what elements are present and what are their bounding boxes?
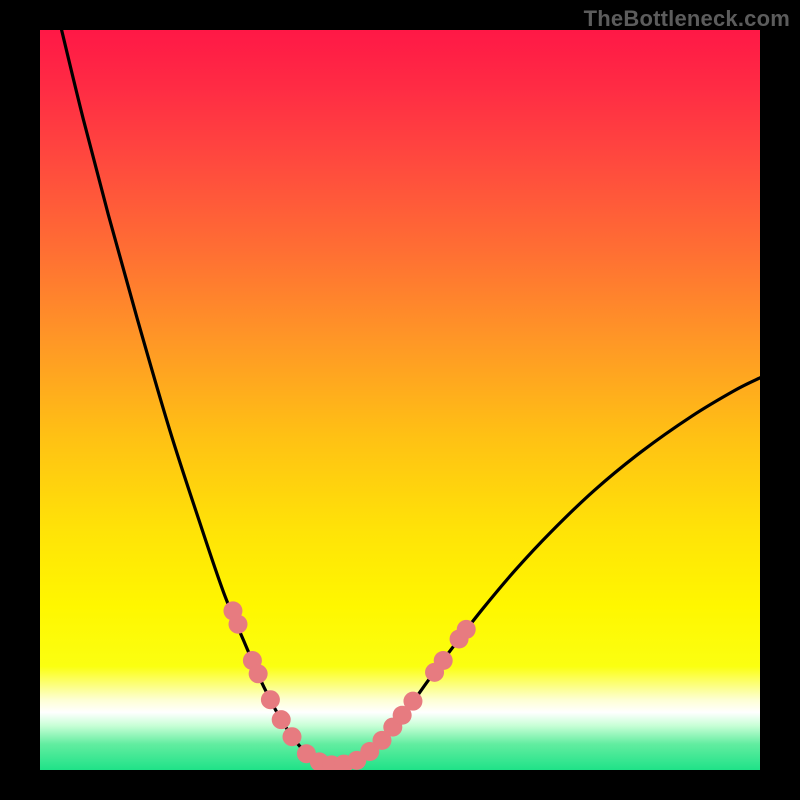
curve-marker (403, 692, 422, 711)
curve-marker (434, 651, 453, 670)
chart-svg (0, 0, 800, 800)
curve-marker (272, 710, 291, 729)
chart-background (40, 30, 760, 770)
curve-marker (283, 727, 302, 746)
curve-marker (457, 620, 476, 639)
watermark-text: TheBottleneck.com (584, 6, 790, 32)
curve-marker (261, 690, 280, 709)
curve-marker (229, 615, 248, 634)
curve-marker (249, 664, 268, 683)
